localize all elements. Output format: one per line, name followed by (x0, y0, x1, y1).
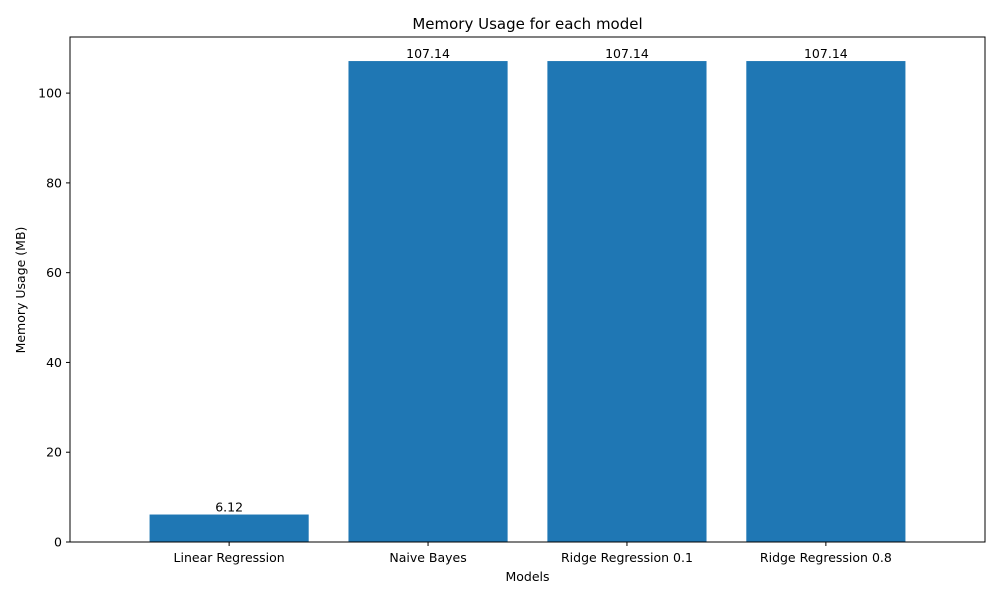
bar-value-label-3: 107.14 (804, 46, 848, 61)
y-tick-label-0: 0 (54, 535, 62, 550)
bar-value-label-1: 107.14 (406, 46, 450, 61)
bar-value-label-2: 107.14 (605, 46, 649, 61)
x-tick-label-2: Ridge Regression 0.1 (561, 550, 693, 565)
y-tick-label-5: 100 (38, 86, 62, 101)
y-tick-label-2: 40 (46, 355, 62, 370)
plot-frame (69, 36, 986, 543)
bars-group (149, 61, 906, 542)
bar-value-labels: 6.12 107.14 107.14 107.14 (215, 46, 848, 514)
x-tick-label-3: Ridge Regression 0.8 (760, 550, 892, 565)
bar-2 (547, 61, 707, 542)
bar-3 (746, 61, 906, 542)
y-tick-label-3: 60 (46, 265, 62, 280)
y-tick-label-1: 20 (46, 445, 62, 460)
bar-1 (348, 61, 508, 542)
bar-value-label-0: 6.12 (215, 500, 243, 515)
y-axis: 0 20 40 60 80 100 (38, 86, 70, 550)
x-tick-label-1: Naive Bayes (389, 550, 466, 565)
x-axis: Linear Regression Naive Bayes Ridge Regres… (174, 542, 892, 565)
y-axis-label: Memory Usage (MB) (13, 227, 28, 354)
chart-title: Memory Usage for each model (412, 15, 642, 33)
x-axis-label: Models (505, 569, 549, 584)
bar-0 (149, 514, 309, 542)
y-tick-label-4: 80 (46, 175, 62, 190)
x-tick-label-0: Linear Regression (174, 550, 285, 565)
